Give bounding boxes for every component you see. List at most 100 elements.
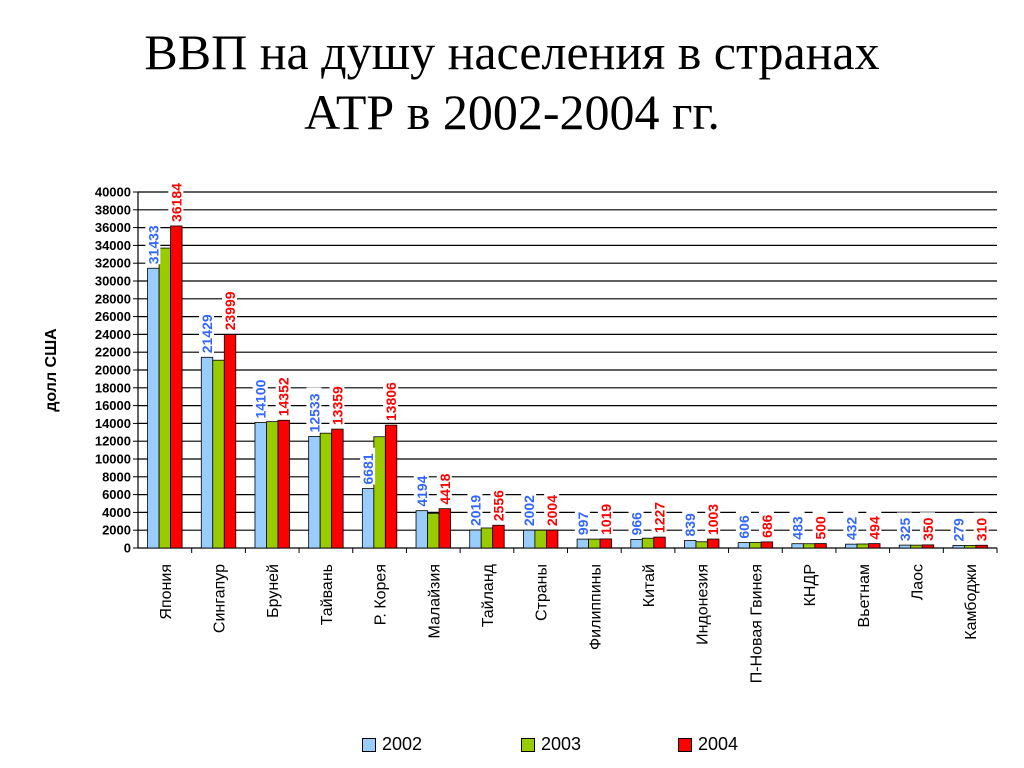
x-category-label: Япония bbox=[158, 564, 175, 620]
legend-swatch bbox=[521, 737, 535, 752]
x-category-label: Филиппины bbox=[587, 564, 604, 650]
y-tick-label: 20000 bbox=[95, 363, 131, 378]
data-label-2004: 1019 bbox=[598, 504, 614, 535]
data-label-bg bbox=[467, 489, 483, 527]
bar-2004 bbox=[546, 529, 559, 549]
bar-2003 bbox=[480, 527, 494, 549]
x-category-label: Лаос bbox=[909, 564, 926, 600]
bar-2002 bbox=[630, 539, 643, 549]
data-label-bg bbox=[275, 371, 291, 417]
bar-2004 bbox=[277, 419, 290, 549]
bar-2003 bbox=[534, 529, 547, 549]
y-tick-label: 38000 bbox=[95, 202, 131, 217]
bar-2003 bbox=[856, 543, 869, 549]
bar-2004 bbox=[868, 543, 881, 549]
bar-2002 bbox=[576, 538, 589, 549]
data-label-bg bbox=[628, 506, 644, 536]
data-label-bg bbox=[812, 510, 828, 540]
data-label-2004: 23999 bbox=[222, 291, 238, 330]
bar-2002 bbox=[845, 543, 858, 549]
bar-2004 bbox=[707, 538, 720, 549]
data-label-bg bbox=[413, 469, 429, 507]
data-label-bg bbox=[490, 484, 506, 522]
bar-2004 bbox=[384, 424, 398, 549]
data-label-2002: 432 bbox=[843, 517, 859, 541]
y-tick-label: 40000 bbox=[95, 185, 131, 200]
data-label-2002: 279 bbox=[951, 518, 967, 542]
data-label-bg bbox=[973, 512, 989, 542]
data-label-2002: 325 bbox=[897, 518, 913, 542]
x-category-label: Индонезия bbox=[695, 564, 712, 645]
legend-label: 2003 bbox=[541, 734, 582, 754]
data-label-2004: 494 bbox=[866, 516, 882, 540]
data-label-2002: 21429 bbox=[199, 314, 215, 353]
data-label-2002: 14100 bbox=[253, 379, 269, 418]
data-label-2004: 500 bbox=[813, 516, 829, 540]
data-label-bg bbox=[843, 511, 859, 541]
data-label-2002: 2002 bbox=[521, 495, 537, 526]
data-label-bg bbox=[896, 512, 912, 542]
data-label-2004: 686 bbox=[759, 514, 775, 538]
x-category-label: Камбоджи bbox=[963, 564, 980, 640]
x-category-label: Тайланд bbox=[480, 563, 497, 627]
x-category-label: Страны bbox=[534, 564, 551, 621]
bar-2002 bbox=[952, 545, 965, 549]
legend-swatch bbox=[362, 737, 376, 752]
data-label-bg bbox=[199, 308, 215, 354]
bar-2002 bbox=[469, 529, 482, 549]
data-label-bg bbox=[145, 219, 161, 265]
bar-2004 bbox=[492, 524, 505, 549]
data-label-bg bbox=[168, 176, 184, 222]
y-tick-label: 30000 bbox=[95, 274, 131, 289]
data-label-bg bbox=[329, 380, 345, 426]
bar-2002 bbox=[200, 356, 214, 549]
data-label-bg bbox=[521, 489, 537, 527]
legend-item-2004: 2004 bbox=[678, 734, 738, 755]
bar-2004 bbox=[814, 543, 827, 549]
bar-2003 bbox=[964, 545, 977, 549]
data-label-bg bbox=[436, 467, 452, 505]
data-label-bg bbox=[682, 507, 698, 537]
bar-2004 bbox=[760, 541, 774, 549]
data-label-2004: 2556 bbox=[490, 490, 506, 521]
bar-2004 bbox=[653, 536, 666, 549]
data-label-2002: 2019 bbox=[467, 495, 483, 526]
data-label-bg bbox=[705, 498, 721, 536]
y-tick-label: 10000 bbox=[95, 452, 131, 467]
x-category-label: Тайвань bbox=[319, 564, 336, 625]
data-label-2002: 12533 bbox=[306, 393, 322, 432]
x-category-label: Р. Корея bbox=[373, 564, 390, 625]
x-category-label: Бруней bbox=[265, 564, 282, 618]
data-label-2004: 1227 bbox=[652, 502, 668, 533]
bar-2003 bbox=[695, 541, 708, 549]
data-label-2004: 350 bbox=[920, 517, 936, 541]
data-label-2002: 483 bbox=[790, 516, 806, 540]
x-category-label: Китай bbox=[641, 564, 658, 607]
data-label-bg bbox=[360, 447, 376, 485]
data-label-bg bbox=[597, 498, 613, 535]
data-label-2002: 966 bbox=[629, 512, 645, 536]
y-tick-label: 6000 bbox=[102, 487, 131, 502]
data-label-2002: 31433 bbox=[145, 225, 161, 264]
legend-label: 2004 bbox=[698, 734, 739, 754]
y-axis-label: долл США bbox=[43, 328, 60, 412]
bar-2004 bbox=[170, 225, 183, 549]
data-label-bg bbox=[574, 506, 590, 536]
bar-2002 bbox=[791, 543, 804, 549]
slide-title-line-2: АТР в 2002-2004 гг. bbox=[304, 84, 720, 140]
bar-2003 bbox=[910, 544, 923, 549]
y-tick-label: 16000 bbox=[95, 398, 131, 413]
bar-2003 bbox=[212, 359, 225, 549]
data-label-bg bbox=[950, 512, 966, 542]
y-tick-label: 4000 bbox=[102, 505, 131, 520]
data-label-bg bbox=[252, 373, 268, 419]
y-tick-label: 2000 bbox=[102, 523, 131, 538]
bar-2003 bbox=[266, 421, 279, 549]
bar-2002 bbox=[147, 267, 160, 549]
y-tick-label: 18000 bbox=[95, 380, 131, 395]
data-label-bg bbox=[306, 387, 322, 433]
gdp-bar-chart: 0 2000 4000 6000 8000 10000 12000 14000 16000 180… bbox=[43, 176, 998, 684]
data-label-bg bbox=[544, 489, 560, 527]
bar-2003 bbox=[749, 542, 762, 549]
data-label-2004: 13806 bbox=[383, 382, 399, 421]
